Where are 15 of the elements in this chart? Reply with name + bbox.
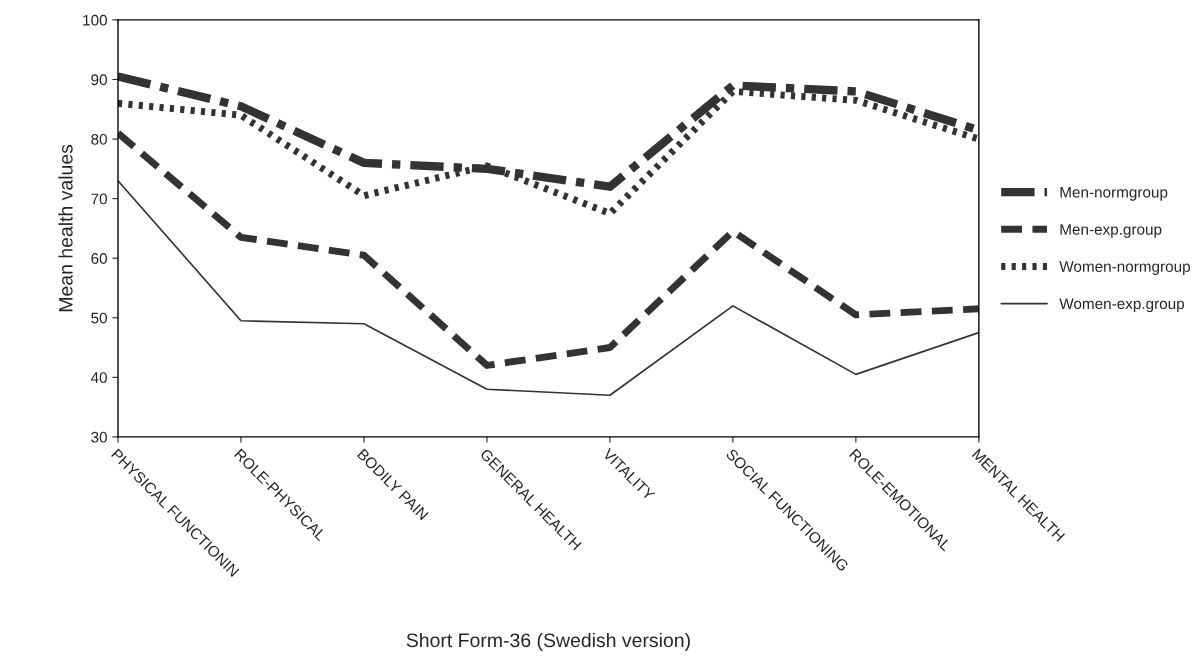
y-tick-label: 30 bbox=[91, 431, 107, 443]
legend-label: Men-normgroup bbox=[1060, 186, 1168, 201]
legend-label: Women-exp.group bbox=[1059, 298, 1185, 313]
y-tick-label: 80 bbox=[91, 133, 107, 145]
legend-label: Women-normgroup bbox=[1059, 261, 1190, 275]
legend-label: Men-exp.group bbox=[1060, 224, 1162, 238]
x-axis-title: Short Form-36 (Swedish version) bbox=[406, 632, 690, 652]
y-tick-label: 40 bbox=[90, 372, 107, 384]
y-tick-label: 90 bbox=[91, 74, 107, 86]
y-axis-title: Mean health values bbox=[58, 144, 73, 312]
line-series bbox=[117, 179, 979, 397]
y-tick-label: 50 bbox=[91, 312, 107, 324]
y-tick-label: 70 bbox=[91, 193, 107, 205]
y-tick-label: 60 bbox=[91, 253, 107, 264]
y-tick-label: 100 bbox=[83, 14, 107, 26]
